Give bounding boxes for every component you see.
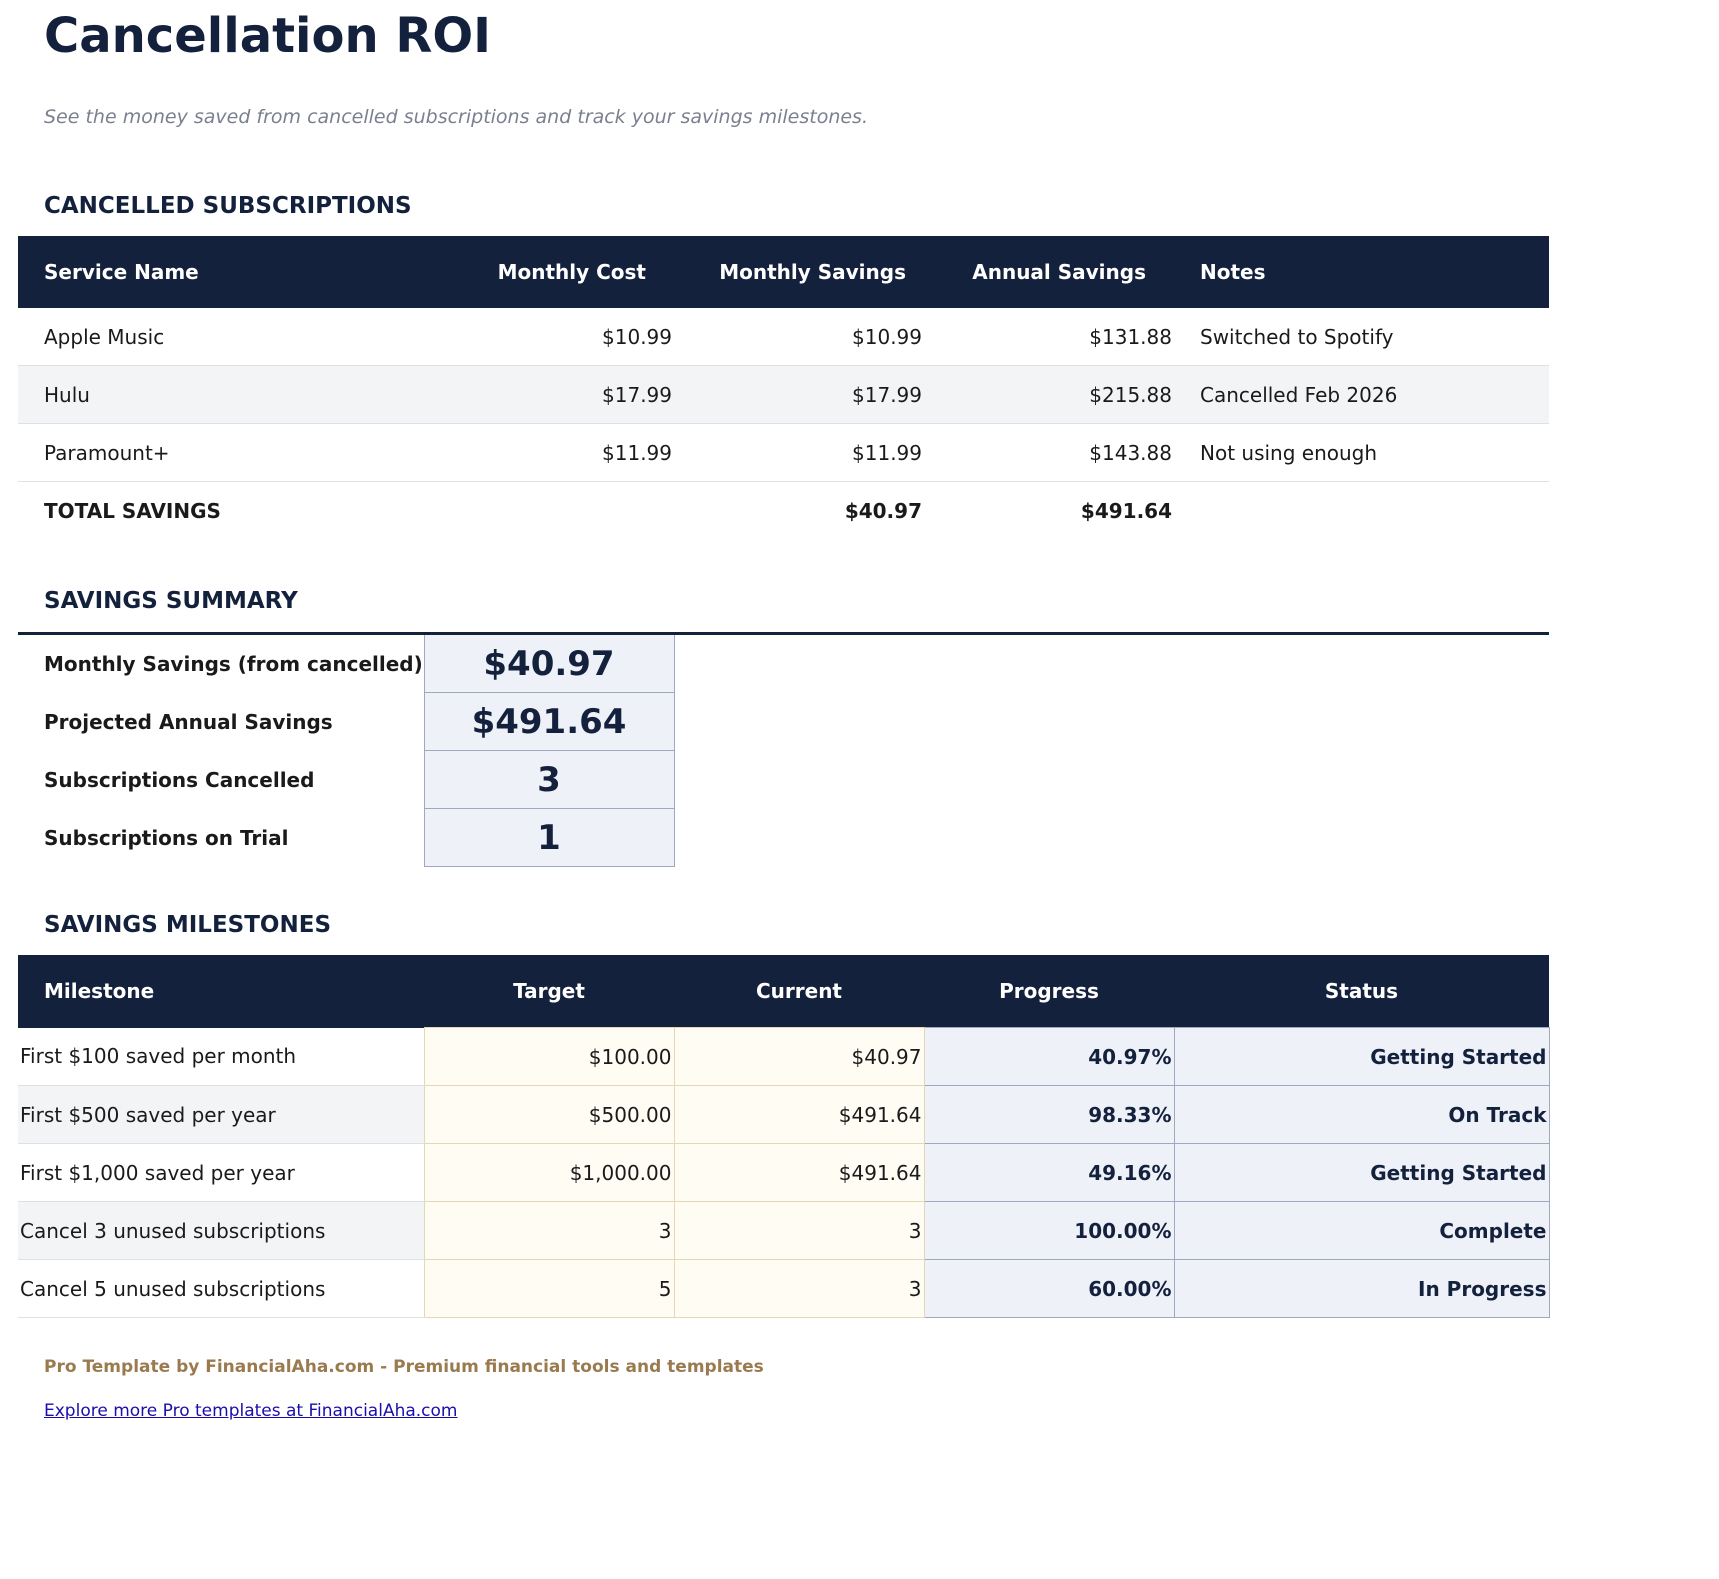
progress-cell: 40.97%	[923, 1027, 1175, 1086]
status-cell: On Track	[1173, 1085, 1550, 1144]
cell: 3	[423, 1201, 675, 1260]
total-row: TOTAL SAVINGS $40.97 $491.64	[18, 481, 1549, 540]
cell: Apple Music	[18, 308, 424, 366]
cell: $10.99	[674, 308, 924, 366]
col-header: Status	[1174, 955, 1549, 1028]
progress-cell: 49.16%	[923, 1143, 1175, 1202]
total-label: TOTAL SAVINGS	[18, 481, 424, 539]
page-title: Cancellation ROI	[44, 8, 491, 64]
summary-value: $40.97	[423, 633, 675, 693]
progress-cell: 60.00%	[923, 1259, 1175, 1318]
table-row: Hulu $17.99 $17.99 $215.88 Cancelled Feb…	[18, 365, 1549, 424]
cell: 5	[423, 1259, 675, 1318]
table-row: First $100 saved per month $100.00 $40.9…	[18, 1027, 1550, 1086]
cell: Hulu	[18, 365, 424, 424]
col-header: Monthly Cost	[424, 236, 674, 308]
summary-label: Subscriptions on Trial	[44, 825, 289, 850]
cell: $491.64	[673, 1085, 925, 1144]
col-header: Target	[424, 955, 674, 1028]
total-annual: $491.64	[924, 481, 1174, 539]
cell: $11.99	[424, 423, 674, 482]
col-header: Milestone	[18, 955, 424, 1028]
cell: Cancel 3 unused subscriptions	[18, 1201, 424, 1260]
summary-label: Subscriptions Cancelled	[44, 767, 315, 792]
cell: $143.88	[924, 423, 1174, 482]
col-header: Service Name	[18, 236, 424, 308]
cell: 3	[673, 1259, 925, 1318]
cell: Not using enough	[1174, 423, 1549, 482]
cell: Cancel 5 unused subscriptions	[18, 1259, 424, 1318]
table-row: Cancel 5 unused subscriptions 5 3 60.00%…	[18, 1259, 1550, 1318]
col-header: Progress	[924, 955, 1174, 1028]
table-row: Paramount+ $11.99 $11.99 $143.88 Not usi…	[18, 423, 1549, 482]
cell: $215.88	[924, 365, 1174, 424]
cell	[424, 481, 674, 539]
cell: $11.99	[674, 423, 924, 482]
col-header: Annual Savings	[924, 236, 1174, 308]
summary-row: Monthly Savings (from cancelled) $40.97	[18, 633, 1549, 693]
cell: $10.99	[424, 308, 674, 366]
total-monthly: $40.97	[674, 481, 924, 539]
summary-value: 3	[423, 750, 675, 809]
col-header: Monthly Savings	[674, 236, 924, 308]
table-header: Milestone Target Current Progress Status	[18, 955, 1549, 1028]
cell: $17.99	[424, 365, 674, 424]
summary-label: Projected Annual Savings	[44, 709, 333, 734]
summary-label: Monthly Savings (from cancelled)	[44, 651, 423, 676]
milestones-heading: SAVINGS MILESTONES	[44, 912, 332, 938]
table-row: First $1,000 saved per year $1,000.00 $4…	[18, 1143, 1550, 1202]
status-cell: Getting Started	[1173, 1027, 1550, 1086]
summary-heading: SAVINGS SUMMARY	[44, 588, 298, 614]
table-header: Service Name Monthly Cost Monthly Saving…	[18, 236, 1549, 308]
cancelled-table: Service Name Monthly Cost Monthly Saving…	[18, 236, 1549, 539]
cell: $1,000.00	[423, 1143, 675, 1202]
footer-credit: Pro Template by FinancialAha.com - Premi…	[44, 1357, 764, 1377]
cell: $17.99	[674, 365, 924, 424]
status-cell: In Progress	[1173, 1259, 1550, 1318]
cell: $500.00	[423, 1085, 675, 1144]
cell: Cancelled Feb 2026	[1174, 365, 1549, 424]
summary-row: Projected Annual Savings $491.64	[18, 692, 1549, 751]
col-header: Notes	[1174, 236, 1549, 308]
summary-value: $491.64	[423, 692, 675, 751]
summary-row: Subscriptions on Trial 1	[18, 808, 1549, 867]
footer-link[interactable]: Explore more Pro templates at FinancialA…	[44, 1401, 458, 1421]
cell: First $500 saved per year	[18, 1085, 424, 1144]
cell: First $100 saved per month	[18, 1027, 424, 1086]
status-cell: Complete	[1173, 1201, 1550, 1260]
progress-cell: 100.00%	[923, 1201, 1175, 1260]
status-cell: Getting Started	[1173, 1143, 1550, 1202]
table-row: First $500 saved per year $500.00 $491.6…	[18, 1085, 1550, 1144]
cell: $131.88	[924, 308, 1174, 366]
cell	[1174, 482, 1549, 540]
cell: $100.00	[423, 1027, 675, 1086]
page-subtitle: See the money saved from cancelled subsc…	[44, 106, 868, 128]
cell: Paramount+	[18, 423, 424, 482]
progress-cell: 98.33%	[923, 1085, 1175, 1144]
col-header: Current	[674, 955, 924, 1028]
table-row: Apple Music $10.99 $10.99 $131.88 Switch…	[18, 308, 1549, 366]
milestones-table: Milestone Target Current Progress Status…	[18, 955, 1550, 1318]
cell: First $1,000 saved per year	[18, 1143, 424, 1202]
summary-row: Subscriptions Cancelled 3	[18, 750, 1549, 809]
cancelled-heading: CANCELLED SUBSCRIPTIONS	[44, 193, 412, 219]
cell: 3	[673, 1201, 925, 1260]
cell: Switched to Spotify	[1174, 308, 1549, 366]
table-row: Cancel 3 unused subscriptions 3 3 100.00…	[18, 1201, 1550, 1260]
cell: $491.64	[673, 1143, 925, 1202]
cell: $40.97	[673, 1027, 925, 1086]
summary-table: Monthly Savings (from cancelled) $40.97 …	[18, 632, 1549, 867]
summary-value: 1	[423, 808, 675, 867]
